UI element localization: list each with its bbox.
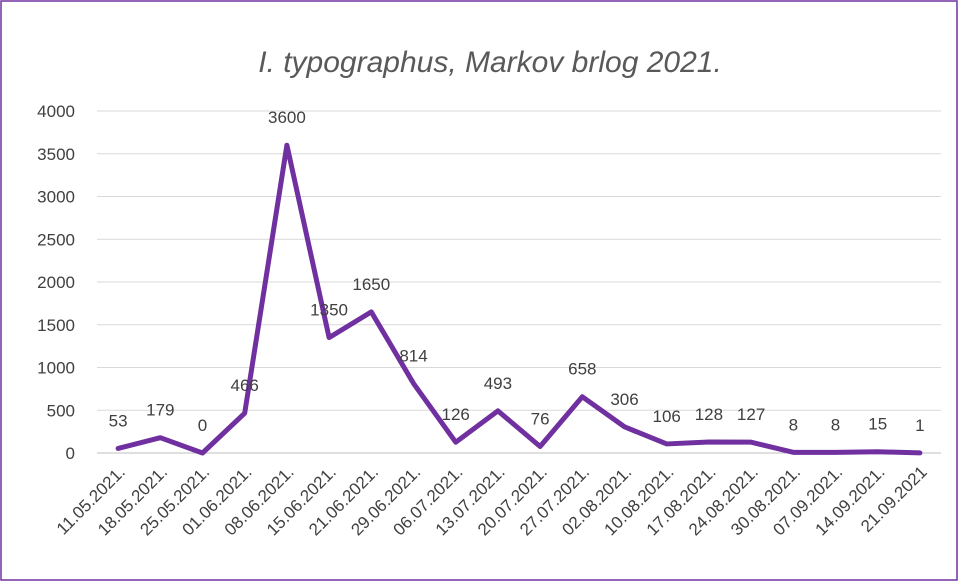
data-label: 1350 xyxy=(310,301,348,320)
y-tick-label: 1500 xyxy=(37,316,75,335)
data-label: 0 xyxy=(198,416,207,435)
y-tick-label: 500 xyxy=(47,401,75,420)
data-label: 3600 xyxy=(268,108,306,127)
data-label: 1 xyxy=(915,416,924,435)
data-label: 126 xyxy=(442,405,470,424)
y-tick-label: 2000 xyxy=(37,273,75,292)
y-tick-label: 1000 xyxy=(37,359,75,378)
data-label: 306 xyxy=(610,390,638,409)
data-label: 658 xyxy=(568,360,596,379)
data-label: 8 xyxy=(789,415,798,434)
data-label: 53 xyxy=(109,411,128,430)
line xyxy=(115,142,923,456)
data-label: 128 xyxy=(695,405,723,424)
data-label: 1650 xyxy=(352,275,390,294)
chart-title: I. typographus, Markov brlog 2021. xyxy=(258,46,722,79)
data-label: 466 xyxy=(231,376,259,395)
data-label: 8 xyxy=(831,415,840,434)
data-label: 814 xyxy=(399,346,427,365)
data-label: 179 xyxy=(146,401,174,420)
data-label: 106 xyxy=(653,407,681,426)
y-tick-label: 2500 xyxy=(37,230,75,249)
data-label: 493 xyxy=(484,374,512,393)
data-label: 76 xyxy=(531,410,550,429)
y-tick-label: 4000 xyxy=(37,102,75,121)
y-tick-label: 0 xyxy=(66,444,75,463)
data-label: 15 xyxy=(868,415,887,434)
y-tick-label: 3500 xyxy=(37,145,75,164)
y-tick-label: 3000 xyxy=(37,188,75,207)
data-label: 127 xyxy=(737,405,765,424)
